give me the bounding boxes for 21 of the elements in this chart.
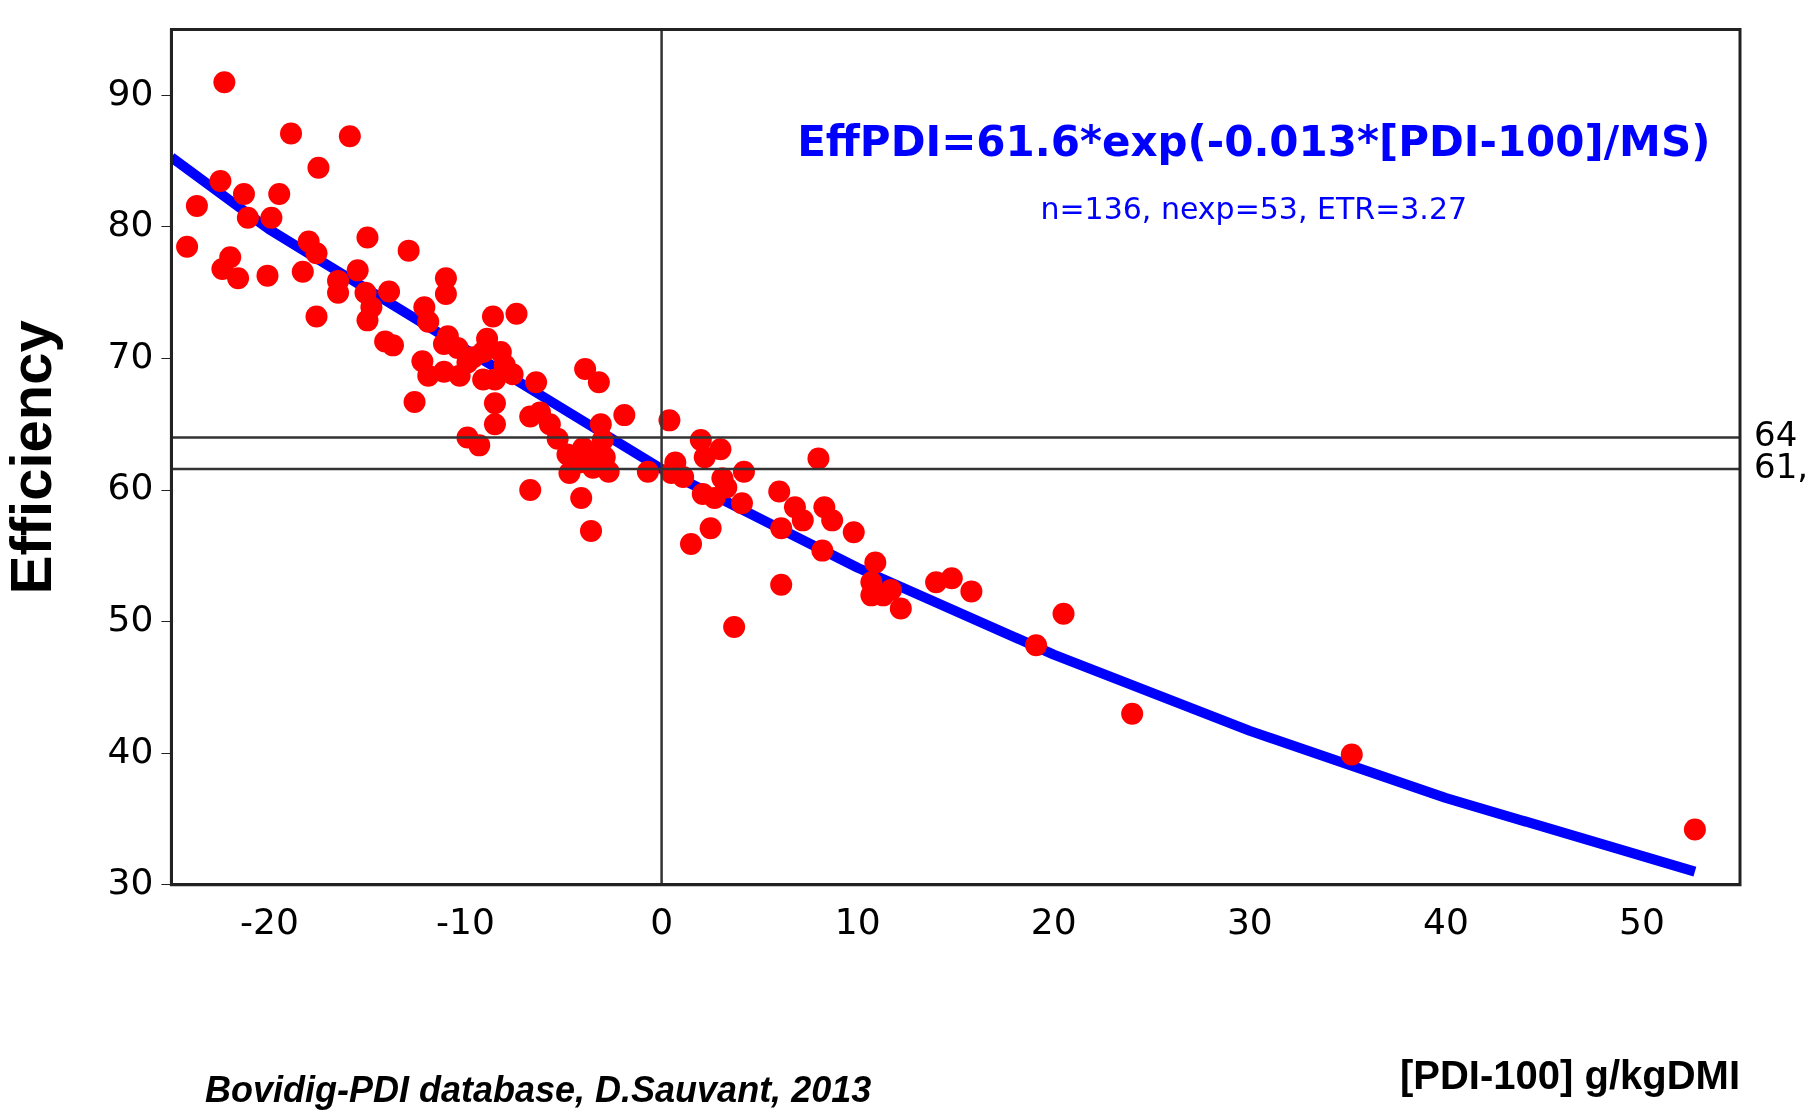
x-tick-label: -10 [436,900,495,942]
y-tick-label: 60 [107,466,154,508]
y-tick-label: 50 [107,598,154,640]
x-tick-label: 40 [1422,900,1469,942]
text: Bovidig-PDI database, D.Sauvant, 2013 [205,1068,872,1110]
text: 61, [1754,445,1809,486]
x-tick-label: 30 [1226,900,1273,942]
x-tick-label: 50 [1619,900,1665,942]
x-tick-label: 10 [834,900,881,942]
annotation: n=136, nexp=53, ETR=3.27 [1040,191,1468,227]
x-axis-title: [PDI-100] g/kgDMI [1399,1053,1740,1098]
y-tick-label: 30 [107,861,154,903]
x-tick-label: 20 [1030,900,1077,942]
annotation: EffPDI=61.6*exp(-0.013*[PDI-100]/MS) [797,116,1711,166]
y-tick-label: 70 [107,334,154,376]
x-tick-label: 0 [650,900,674,942]
y-tick-label: 90 [107,71,154,113]
x-tick-label: -20 [240,900,299,942]
y-axis-title: Efficiency [0,320,63,595]
y-tick-label: 80 [107,203,154,245]
y-tick-label: 40 [107,729,154,771]
